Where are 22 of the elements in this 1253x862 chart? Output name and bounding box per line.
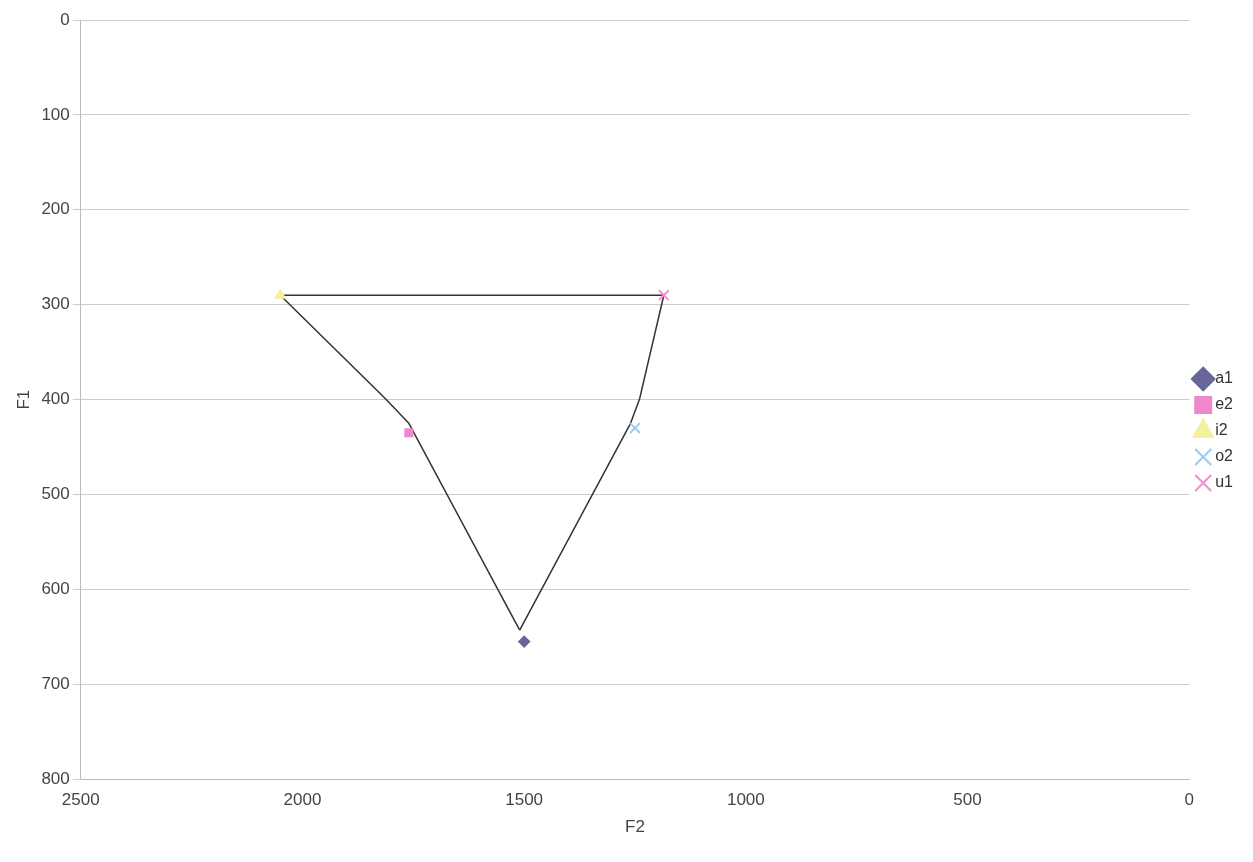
- y-tick-label: 400: [41, 389, 70, 409]
- y-axis-title: F1: [13, 389, 33, 410]
- x-tick-label: 1000: [726, 790, 765, 810]
- y-tick-label: 500: [41, 484, 70, 504]
- legend-label: i2: [1215, 421, 1228, 439]
- legend-label: o2: [1215, 447, 1234, 465]
- y-tick-label: 100: [41, 104, 70, 124]
- legend-label: e2: [1215, 395, 1234, 413]
- x-tick-label: 500: [953, 790, 982, 810]
- y-tick-label: 300: [41, 294, 70, 314]
- legend-label: u1: [1215, 473, 1234, 491]
- x-axis-title: F2: [625, 817, 645, 837]
- legend-label: a1: [1215, 369, 1234, 387]
- y-tick-label: 200: [41, 199, 70, 219]
- x-tick-label: 1500: [505, 790, 544, 810]
- y-tick-label: 800: [41, 768, 70, 788]
- y-tick-label: 700: [41, 673, 70, 693]
- y-tick-label: 600: [41, 579, 70, 599]
- x-tick-label: 2500: [61, 790, 100, 810]
- x-tick-label: 2000: [283, 790, 322, 810]
- x-tick-label: 0: [1184, 790, 1194, 810]
- y-tick-label: 0: [60, 9, 70, 29]
